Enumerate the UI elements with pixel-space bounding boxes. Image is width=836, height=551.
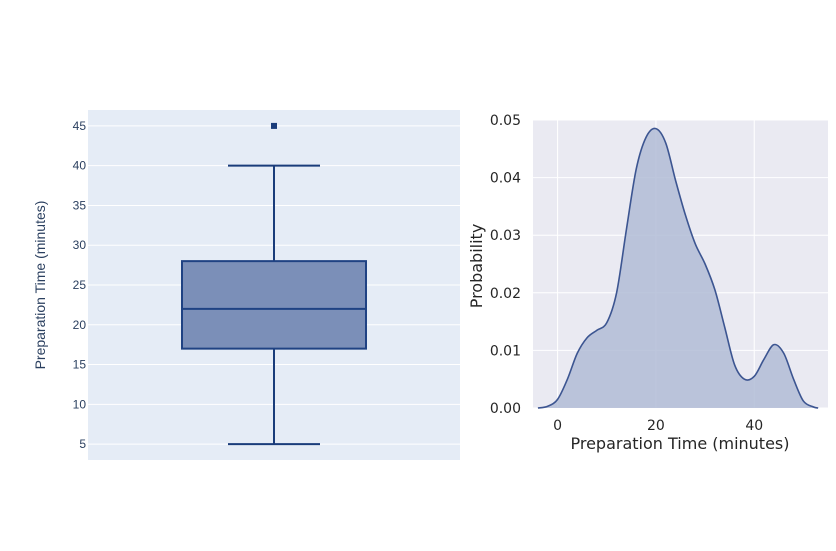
y-tick-label: 40 [73,159,87,173]
kde-plot-marks [537,127,819,409]
kde-plot-x-tick-labels: 0 20 40 [553,418,763,434]
iqr-box [181,260,367,350]
y-tick-label: 0.03 [490,228,521,244]
y-tick-label: 35 [73,198,87,212]
y-tick-label: 0.05 [490,113,521,129]
y-tick-label: 25 [73,278,87,292]
kde-plot-panel: 0.00 0.01 0.02 0.03 0.04 0.05 0 20 40 Preparati… [467,113,828,453]
box-plot-y-axis-title: Preparation Time (minutes) [32,201,48,370]
y-tick-label: 15 [73,358,87,372]
box-plot-y-tick-labels: 5 10 15 20 25 30 35 40 45 [73,119,87,451]
x-tick-label: 40 [745,418,763,434]
box-plot-panel: 5 10 15 20 25 30 35 40 45 Preparation Time (minu… [32,110,460,460]
y-tick-label: 5 [79,437,86,451]
kde-plot-y-axis-title: Probability [467,224,486,309]
kde-plot-y-tick-labels: 0.00 0.01 0.02 0.03 0.04 0.05 [490,113,521,417]
kde-plot-x-axis-title: Preparation Time (minutes) [570,434,789,453]
y-tick-label: 0.00 [490,401,521,417]
x-tick-label: 0 [553,418,562,434]
outlier-point [271,122,277,129]
y-tick-label: 30 [73,238,87,252]
y-tick-label: 45 [73,119,87,133]
y-tick-label: 20 [73,318,87,332]
y-tick-label: 10 [73,397,87,411]
y-tick-label: 0.01 [490,343,521,359]
x-tick-label: 20 [647,418,665,434]
density-line [537,127,819,409]
density-area [537,128,819,408]
box-plot-marks [181,122,367,446]
y-tick-label: 0.02 [490,286,521,302]
y-tick-label: 0.04 [490,171,521,187]
